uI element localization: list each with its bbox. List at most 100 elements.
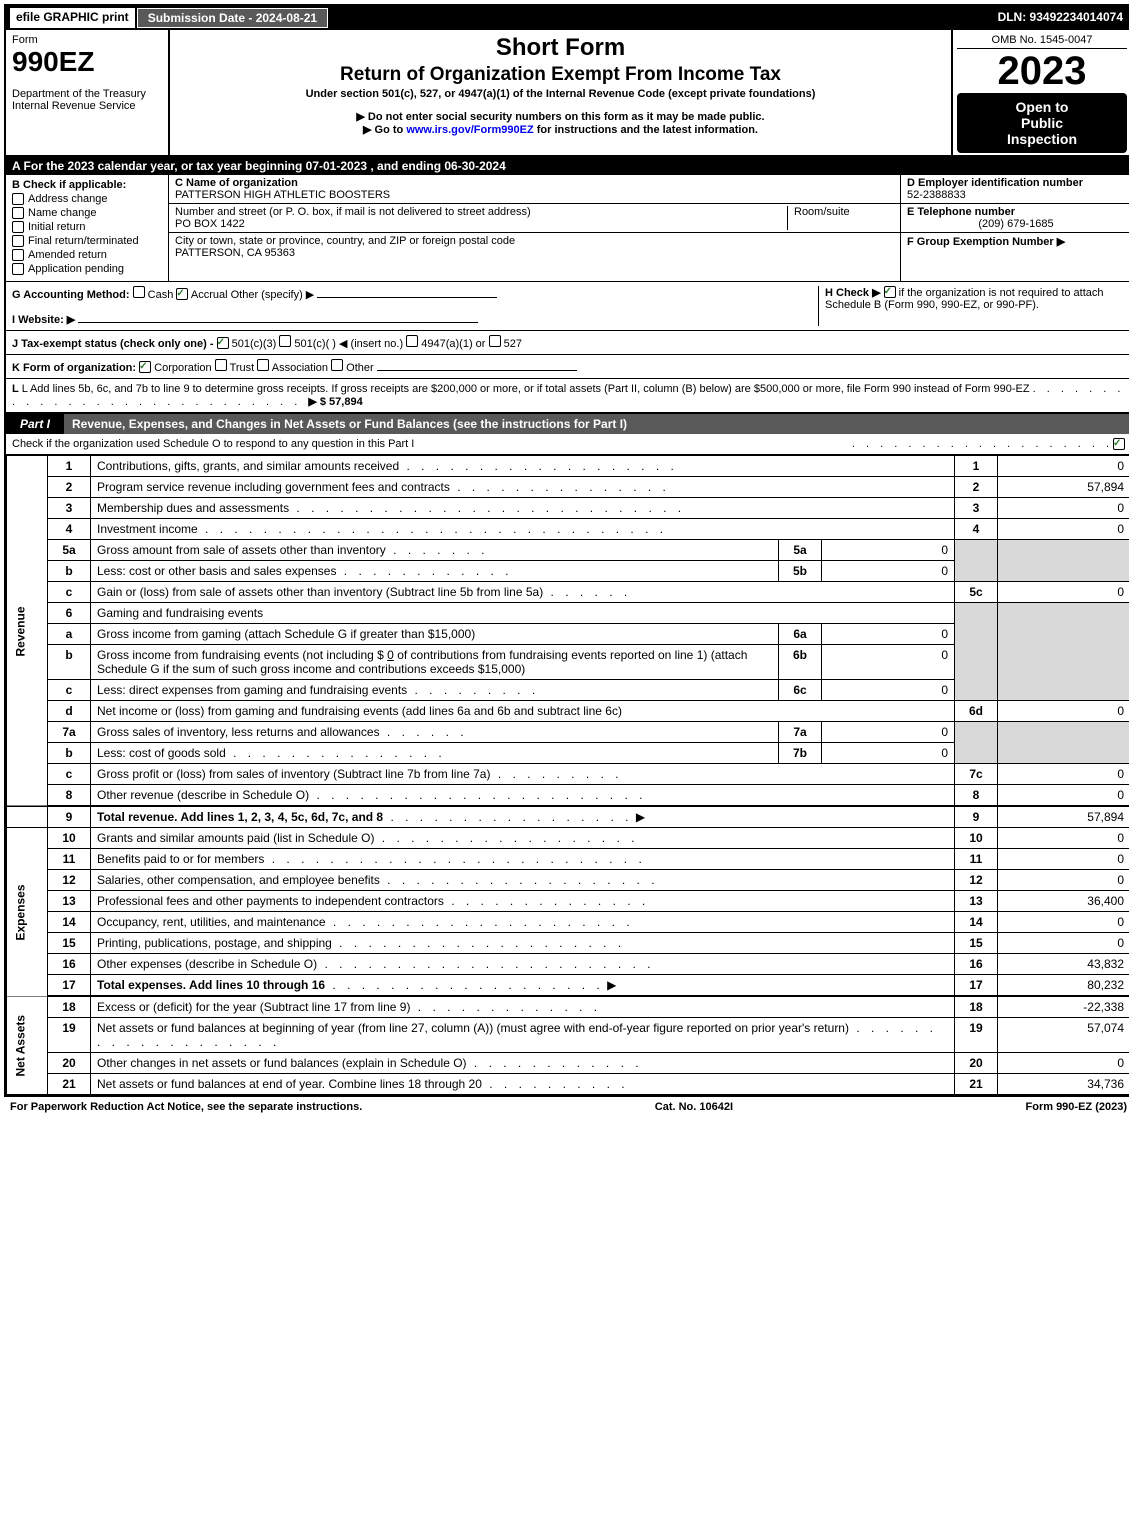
form-number: 990EZ — [12, 46, 162, 78]
l-text: L Add lines 5b, 6c, and 7b to line 9 to … — [22, 383, 1030, 395]
col-c-org-info: C Name of organization PATTERSON HIGH AT… — [169, 175, 900, 281]
chk-schedule-o[interactable] — [1113, 438, 1125, 450]
f-label: F Group Exemption Number ▶ — [907, 236, 1065, 248]
chk-501c3[interactable] — [217, 337, 229, 349]
c-label: C Name of organization — [175, 177, 298, 189]
footer-left: For Paperwork Reduction Act Notice, see … — [10, 1101, 362, 1113]
other-specify: Other (specify) ▶ — [231, 289, 315, 301]
chk-address-change[interactable]: Address change — [12, 193, 162, 205]
open-line1: Open to — [959, 99, 1125, 115]
chk-corporation[interactable] — [139, 361, 151, 373]
phone: (209) 679-1685 — [907, 218, 1125, 230]
line11-value: 0 — [998, 849, 1129, 870]
ein: 52-2388833 — [907, 189, 966, 201]
vtab-expenses: Expenses — [7, 828, 48, 997]
chk-name-change[interactable]: Name change — [12, 207, 162, 219]
l-amount: ▶ $ 57,894 — [308, 396, 362, 408]
page-footer: For Paperwork Reduction Act Notice, see … — [4, 1097, 1129, 1117]
line19-value: 57,074 — [998, 1018, 1129, 1053]
submission-date: Submission Date - 2024-08-21 — [137, 8, 328, 28]
subtitle-goto-link[interactable]: ▶ Go to www.irs.gov/Form990EZ for instru… — [178, 123, 943, 136]
part1-label: Part I — [6, 414, 64, 434]
part1-header: Part I Revenue, Expenses, and Changes in… — [6, 414, 1129, 434]
col-b-checkboxes: B Check if applicable: Address change Na… — [6, 175, 169, 281]
form-header: Form 990EZ Department of the Treasury In… — [6, 30, 1129, 157]
open-line2: Public — [959, 115, 1125, 131]
line7a-value: 0 — [822, 722, 955, 743]
form-label: Form — [12, 34, 162, 46]
row-a-calendar-year: A For the 2023 calendar year, or tax yea… — [6, 157, 1129, 175]
efile-print[interactable]: efile GRAPHIC print — [10, 8, 135, 28]
part1-title: Revenue, Expenses, and Changes in Net As… — [64, 414, 1129, 434]
chk-h[interactable] — [884, 286, 896, 298]
line13-value: 36,400 — [998, 891, 1129, 912]
form-container: efile GRAPHIC print Submission Date - 20… — [4, 4, 1129, 1097]
header-left: Form 990EZ Department of the Treasury In… — [6, 30, 170, 155]
line15-value: 0 — [998, 933, 1129, 954]
chk-cash[interactable] — [133, 286, 145, 298]
line7b-value: 0 — [822, 743, 955, 764]
chk-527[interactable] — [489, 335, 501, 347]
chk-accrual[interactable] — [176, 288, 188, 300]
irs-label: Internal Revenue Service — [12, 100, 162, 112]
chk-application-pending[interactable]: Application pending — [12, 263, 162, 275]
addr-label: Number and street (or P. O. box, if mail… — [175, 206, 531, 218]
line6d-value: 0 — [998, 701, 1129, 722]
chk-4947[interactable] — [406, 335, 418, 347]
line5a-value: 0 — [822, 540, 955, 561]
line12-value: 0 — [998, 870, 1129, 891]
line8-value: 0 — [998, 785, 1129, 807]
row-k: K Form of organization: Corporation Trus… — [6, 355, 1129, 379]
top-bar: efile GRAPHIC print Submission Date - 20… — [6, 6, 1129, 30]
line1-value: 0 — [998, 456, 1129, 477]
irs-link[interactable]: www.irs.gov/Form990EZ — [406, 124, 533, 136]
chk-trust[interactable] — [215, 359, 227, 371]
chk-initial-return[interactable]: Initial return — [12, 221, 162, 233]
d-label: D Employer identification number — [907, 177, 1083, 189]
line21-value: 34,736 — [998, 1074, 1129, 1095]
line9-value: 57,894 — [998, 806, 1129, 828]
j-label: J Tax-exempt status (check only one) - — [12, 338, 214, 350]
tax-year: 2023 — [957, 49, 1127, 93]
col-de: D Employer identification number 52-2388… — [900, 175, 1129, 281]
line18-value: -22,338 — [998, 996, 1129, 1018]
vtab-netassets: Net Assets — [7, 996, 48, 1095]
row-l: L L Add lines 5b, 6c, and 7b to line 9 t… — [6, 379, 1129, 414]
open-line3: Inspection — [959, 131, 1125, 147]
line6c-value: 0 — [822, 680, 955, 701]
org-address: PO BOX 1422 — [175, 218, 245, 230]
row-g-h: G Accounting Method: Cash Accrual Other … — [6, 282, 1129, 331]
g-label: G Accounting Method: — [12, 289, 130, 301]
chk-other-org[interactable] — [331, 359, 343, 371]
header-right: OMB No. 1545-0047 2023 Open to Public In… — [951, 30, 1129, 155]
subtitle-section: Under section 501(c), 527, or 4947(a)(1)… — [178, 88, 943, 100]
line3-value: 0 — [998, 498, 1129, 519]
line5b-value: 0 — [822, 561, 955, 582]
title-short-form: Short Form — [178, 34, 943, 62]
line14-value: 0 — [998, 912, 1129, 933]
line4-value: 0 — [998, 519, 1129, 540]
row-j: J Tax-exempt status (check only one) - 5… — [6, 331, 1129, 355]
chk-amended-return[interactable]: Amended return — [12, 249, 162, 261]
line16-value: 43,832 — [998, 954, 1129, 975]
line6a-value: 0 — [822, 624, 955, 645]
header-center: Short Form Return of Organization Exempt… — [170, 30, 951, 155]
i-label: I Website: ▶ — [12, 314, 75, 326]
section-bcde: B Check if applicable: Address change Na… — [6, 175, 1129, 282]
org-name: PATTERSON HIGH ATHLETIC BOOSTERS — [175, 189, 390, 201]
chk-association[interactable] — [257, 359, 269, 371]
line20-value: 0 — [998, 1053, 1129, 1074]
omb-number: OMB No. 1545-0047 — [957, 32, 1127, 49]
footer-right: Form 990-EZ (2023) — [1026, 1101, 1128, 1113]
chk-501c[interactable] — [279, 335, 291, 347]
k-label: K Form of organization: — [12, 362, 136, 374]
h-label: H Check ▶ — [825, 287, 881, 299]
b-title: B Check if applicable: — [12, 179, 162, 191]
chk-final-return[interactable]: Final return/terminated — [12, 235, 162, 247]
line2-value: 57,894 — [998, 477, 1129, 498]
subtitle-ssn-warning: ▶ Do not enter social security numbers o… — [178, 110, 943, 123]
line7c-value: 0 — [998, 764, 1129, 785]
org-city: PATTERSON, CA 95363 — [175, 247, 295, 259]
part1-checkline: Check if the organization used Schedule … — [6, 434, 1129, 455]
footer-center: Cat. No. 10642I — [655, 1101, 733, 1113]
